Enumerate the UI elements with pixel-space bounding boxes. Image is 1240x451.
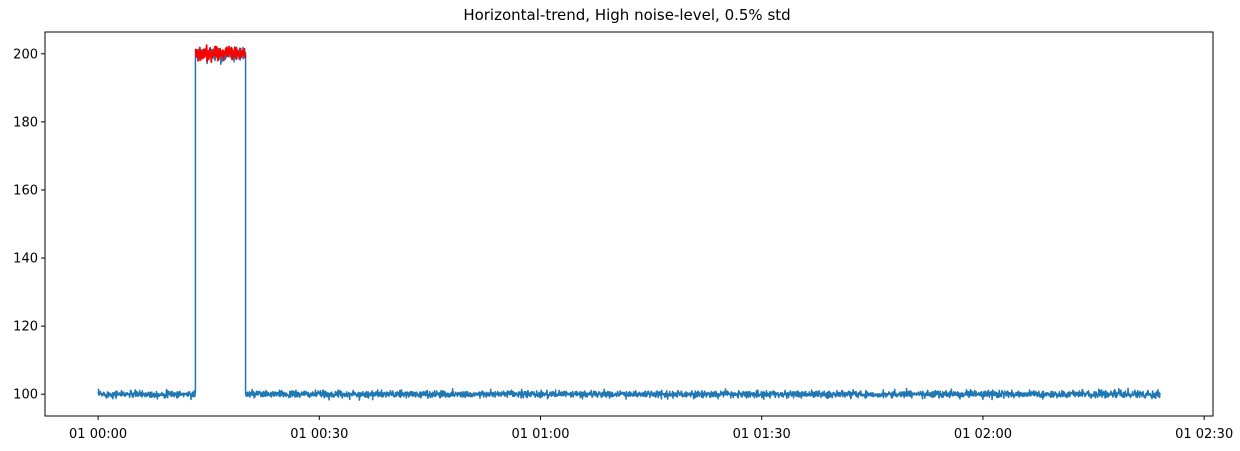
plot-area bbox=[97, 44, 1161, 401]
chart-title: Horizontal-trend, High noise-level, 0.5%… bbox=[463, 6, 790, 24]
y-tick-label-5: 200 bbox=[13, 47, 38, 62]
y-tick-label-4: 180 bbox=[13, 115, 38, 130]
x-tick-label-2: 01 01:00 bbox=[511, 427, 569, 442]
y-tick-label-0: 100 bbox=[13, 388, 38, 403]
y-tick-label-1: 120 bbox=[13, 320, 38, 335]
x-tick-label-3: 01 01:30 bbox=[733, 427, 791, 442]
y-axis: 100 120 140 160 180 200 bbox=[13, 47, 45, 403]
series-line-1 bbox=[194, 44, 247, 63]
series-line-0 bbox=[97, 45, 1161, 401]
x-tick-label-5: 01 02:30 bbox=[1175, 427, 1233, 442]
plot-frame bbox=[44, 31, 1214, 417]
y-tick-label-3: 160 bbox=[13, 183, 38, 198]
x-tick-label-4: 01 02:00 bbox=[954, 427, 1012, 442]
y-tick-label-2: 140 bbox=[13, 252, 38, 267]
x-tick-label-1: 01 00:30 bbox=[290, 427, 348, 442]
x-axis: 01 00:00 01 00:30 01 01:00 01 01:30 01 02:00… bbox=[69, 416, 1233, 442]
x-tick-label-0: 01 00:00 bbox=[69, 427, 127, 442]
